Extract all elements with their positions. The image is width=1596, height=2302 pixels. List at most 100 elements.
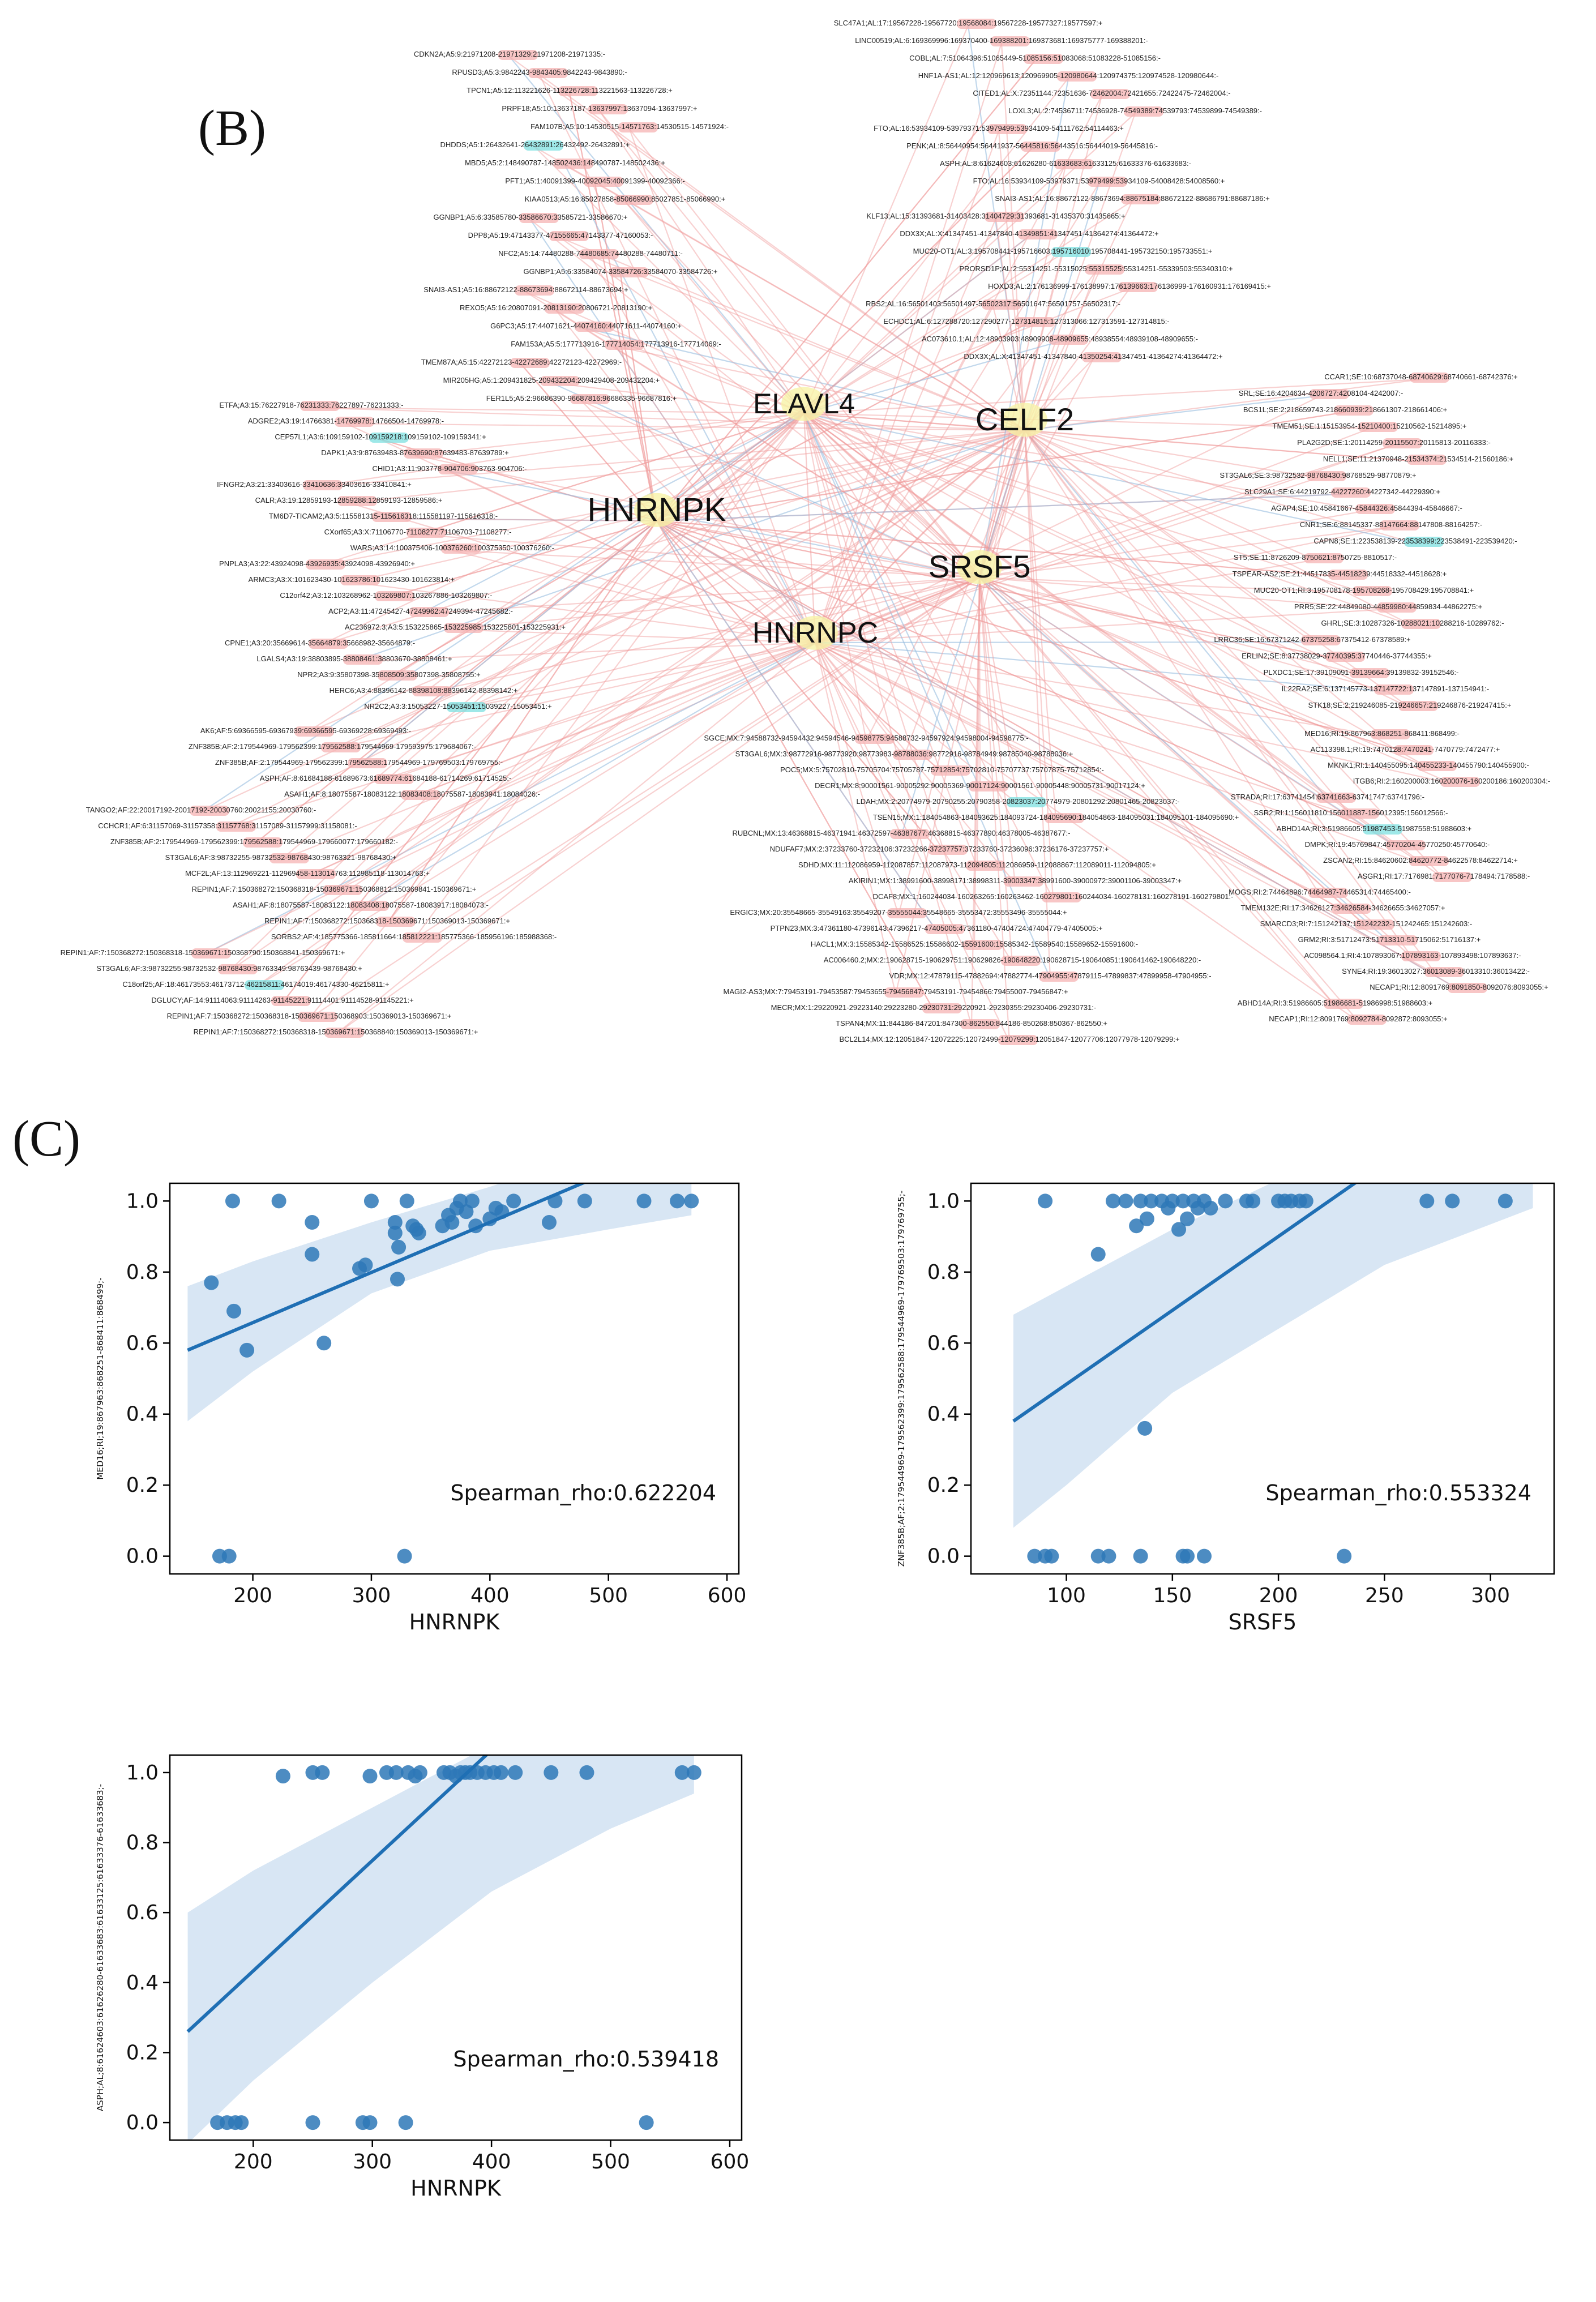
network-node-label: REPIN1;AF:7:150368272:150368318-15036967… [194,1028,478,1036]
node-highlight [1409,856,1449,866]
network-node-label: GGNBP1;A5:6:33584074-33584726:33584070-3… [524,267,718,276]
scatter-point [1139,1211,1154,1226]
network-edge [521,364,657,521]
y-tick-label: 0.4 [927,1403,960,1426]
node-highlight [1404,537,1444,547]
node-highlight [1401,951,1441,961]
network-edge [866,430,1025,741]
scatter-point [684,1193,699,1209]
node-highlight [218,964,258,974]
network-edge [815,641,1421,864]
network-edge [1024,429,1419,463]
network-edge [803,412,1413,627]
node-highlight [922,1003,962,1013]
network-node-label: REPIN1;AF:7:150368272:150368318-15036967… [61,948,345,957]
y-tick-label: 0.4 [126,1971,159,1995]
hub-node-marker [793,615,838,650]
spearman-annotation: Spearman_rho:0.539418 [453,2047,719,2072]
network-node-label: BCS1L;SE:2:218659743-218660939:218661307… [1243,405,1447,414]
network-edge [803,413,1367,927]
hub-node-label: SRSF5 [928,549,1031,584]
scatter-point [1133,1193,1148,1209]
network-edge [564,165,816,643]
network-edge [803,413,1056,820]
x-tick-label: 400 [472,2150,511,2173]
network-node-label: ZSCAN2;RI:15:84620602:84620772-84622578:… [1323,856,1518,865]
network-node-label: PLXDC1;SE:17:39109091-39139664:39139832-… [1264,668,1459,677]
network-edge [979,526,1392,579]
network-edge [412,641,816,798]
network-edge [815,641,1313,644]
x-tick-label: 400 [470,1584,510,1607]
node-layer: CDKN2A;A5:9:21971208-21971329:21971208-2… [61,19,1550,1045]
network-edge [383,517,657,522]
network-node-label: FTO;AL:16:53934109-53979371:53979499:539… [973,177,1225,185]
network-edge [282,520,657,1003]
network-node-label: REPIN1;AF:7:150368272:150368318-15036967… [264,917,510,925]
network-edge [521,364,657,521]
network-node-label: NFC2;A5:14:74480288-74480685:74480288-74… [498,249,683,258]
network-edge [449,470,980,579]
node-highlight [216,821,256,832]
node-highlight [982,299,1021,310]
node-highlight [412,686,452,696]
network-edge [979,576,1364,594]
network-node-label: SSR2;RI:1:156011810:156011887-156012395:… [1254,808,1448,817]
network-edge [815,642,1359,1022]
network-node-label: NECAP1;RI:12:8091769:8091850-8092076:809… [1370,983,1548,991]
network-node-label: MKNK1;RI:1:140455095:140455233-140455790… [1328,761,1529,769]
scatter-point [239,1342,255,1358]
network-edge [412,576,980,798]
network-edge [803,288,1130,414]
scatter-point [1180,1548,1195,1564]
network-edge [1024,430,1057,820]
network-node-label: ARMC3;A3:X:101623430-101623786:101623430… [249,575,455,584]
network-edge [551,382,980,579]
network-node-label: NDUFAF7;MX:2:37233760-37232106:37232266-… [770,845,1109,853]
network-edge [348,429,1025,504]
node-highlight [1448,983,1487,993]
network-edge [979,510,1367,579]
network-edge [333,413,805,892]
network-node-label: STK18;SE:2:219246085-219246657:219246876… [1308,701,1512,709]
network-edge [656,148,1033,521]
network-node-label: SYNE4;RI:19:36013027:36013089-36013310:3… [1342,967,1530,975]
network-node-label: DMPK;RI:19:45769847:45770204-45770250:45… [1305,840,1490,849]
node-highlight [1398,701,1438,711]
node-highlight [618,122,658,132]
network-edge [815,642,1016,884]
network-edge [200,413,805,813]
hub-edge [803,413,980,578]
node-highlight [1350,668,1389,678]
network-edge [803,413,975,947]
node-highlight [309,639,348,649]
network-edge [615,345,1025,431]
network-node-label: G6PC3;A5:17:44071621-44074160:44071611-4… [490,322,682,330]
node-highlight [588,104,628,114]
node-highlight [545,303,584,314]
network-node-label: SMARCD3;RI:7:151242137:151242232-1512424… [1260,919,1472,928]
network-edge [656,236,1030,521]
x-tick-label: 300 [1471,1584,1510,1607]
network-edge [539,74,1025,431]
network-edge [387,520,657,924]
network-edge [1024,395,1321,431]
network-node-label: CHID1;A3:11:903778-904706:903763-904706:… [373,464,527,473]
network-edge [581,400,980,579]
network-node-label: PRR5;SE:22:44849080-44859980:44859834-44… [1294,602,1482,611]
x-tick-label: 500 [589,1584,628,1607]
network-edge [814,642,897,995]
node-highlight [1334,405,1373,416]
network-edge [803,412,1367,512]
scatter-point [398,2115,413,2130]
network-node-label: CAPN8;SE:1:223538139-223538399:223538491… [1313,537,1517,545]
network-edge [619,273,658,521]
node-highlight [404,448,443,459]
network-node-label: ECHDC1;AL:6:127288720:127290277-12731481… [883,317,1169,326]
network-edge [803,165,1066,414]
node-highlight [340,575,380,585]
node-highlight [519,213,559,223]
network-node-label: MIR205HG;A5:1:209431825-209432204:209429… [443,376,660,384]
network-node-label: ZNF385B;AF:2:179544969-179562399:1795625… [189,742,476,751]
network-edge [314,412,805,488]
